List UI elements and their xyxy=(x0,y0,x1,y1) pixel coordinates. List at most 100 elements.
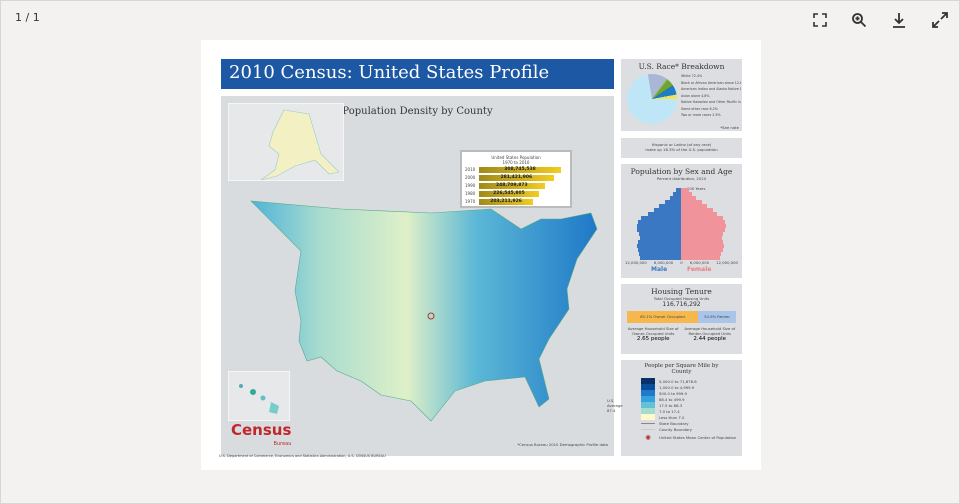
population-bar: 308,745,538 xyxy=(479,166,561,173)
legend-label: 7.0 to 17.4 xyxy=(659,408,680,414)
population-history-box: United States Population 1970 to 2010 20… xyxy=(460,150,572,208)
female-bar xyxy=(681,248,723,252)
legend-swatch xyxy=(641,402,655,408)
female-bar xyxy=(681,196,697,200)
male-bar xyxy=(653,208,681,212)
legend-center-of-population: United States Mean Center of Population xyxy=(659,434,737,440)
race-pie-chart xyxy=(627,74,677,124)
renter-size: 2.44 people xyxy=(693,336,727,342)
population-box-subtitle: 1970 to 2010 xyxy=(502,160,530,165)
female-bar xyxy=(681,244,724,248)
legend-item: 500.0 to 999.9 xyxy=(641,390,742,396)
renter-occupied-bar: 34.9% Renter Occupied xyxy=(697,311,736,323)
female-label: Female xyxy=(687,266,712,273)
female-bar xyxy=(681,208,713,212)
housing-panel: Housing Tenure Total Occupied Housing Un… xyxy=(621,284,742,354)
female-bar xyxy=(681,236,722,240)
population-bar: 281,421,906 xyxy=(479,174,554,181)
male-bar xyxy=(637,244,681,248)
female-bar xyxy=(681,216,723,220)
fit-page-icon xyxy=(813,13,827,27)
us-average-label: U.S. Average 87.4 xyxy=(607,398,623,413)
alaska-inset xyxy=(228,103,344,181)
race-label: Two or more races 2.9% xyxy=(681,113,721,117)
population-row: 1990 248,709,873 xyxy=(465,182,567,189)
race-label: Some other race 6.2% xyxy=(681,106,718,111)
pyramid-axis-tick: 12,000,000 xyxy=(716,260,738,265)
population-row: 1980 226,545,805 xyxy=(465,190,567,197)
female-bar xyxy=(681,212,718,216)
legend-swatch xyxy=(641,390,655,396)
legend-label: 5,000.0 to 71,678.6 xyxy=(659,378,697,384)
legend-item: 88.4 to 499.9 xyxy=(641,396,742,402)
male-bar xyxy=(670,196,681,200)
legend-title: People per Square Mile by County xyxy=(644,363,719,375)
pyramid-axis-tick: 0 xyxy=(680,260,683,265)
fullscreen-icon xyxy=(932,12,948,28)
pyramid-panel: Population by Sex and Age Percent distri… xyxy=(621,164,742,278)
housing-total: 116,716,292 xyxy=(662,301,701,308)
population-year: 1990 xyxy=(465,183,476,188)
housing-total-label: Total Occupied Housing Units xyxy=(653,296,710,301)
female-bar xyxy=(681,232,723,236)
legend-county-boundary: County Boundary xyxy=(659,426,693,432)
hawaii-inset xyxy=(228,371,290,421)
map-title: Population Density by County xyxy=(342,106,493,117)
male-bar xyxy=(637,228,681,232)
race-label: White 72.4% xyxy=(681,74,703,78)
owner-occupied-bar: 65.1% Owner Occupied xyxy=(627,311,698,323)
hispanic-line2: make up 16.3% of the U.S. population xyxy=(645,147,718,152)
download-button[interactable] xyxy=(888,9,910,31)
renter-size-label: Average Household Size of Renter-Occupie… xyxy=(684,326,736,336)
legend-state-boundary: State Boundary xyxy=(659,420,689,426)
download-icon xyxy=(893,13,905,28)
female-bar xyxy=(681,252,722,256)
housing-title: Housing Tenure xyxy=(651,287,712,296)
male-bar xyxy=(675,188,681,192)
footer-text: U.S. Department of Commerce, Economics a… xyxy=(219,454,386,458)
race-label: American Indian and Alaska Native 0.9% xyxy=(681,87,741,91)
population-box-title: United States Population xyxy=(491,155,541,160)
male-bar xyxy=(638,220,681,224)
male-bar xyxy=(648,212,681,216)
population-year: 1970 xyxy=(465,199,476,204)
legend-label: 1,000.0 to 4,999.9 xyxy=(659,384,695,390)
male-bar xyxy=(641,216,681,220)
race-label: Native Hawaiian and Other Pacific Island… xyxy=(681,100,741,104)
hispanic-panel: Hispanic or Latino (of any race) make up… xyxy=(621,138,742,158)
male-bar xyxy=(664,200,681,204)
male-bar xyxy=(640,256,681,260)
male-label: Male xyxy=(651,266,668,273)
owner-size-label: Average Household Size of Owner-Occupied… xyxy=(627,326,679,336)
female-bar xyxy=(681,240,723,244)
pyramid-axis-tick: 12,000,000 xyxy=(625,260,647,265)
fit-page-button[interactable] xyxy=(809,9,831,31)
race-label: Asian alone 4.8% xyxy=(681,93,710,98)
legend-item: 1,000.0 to 4,999.9 xyxy=(641,384,742,390)
legend-swatch xyxy=(641,378,655,384)
population-row: 2000 281,421,906 xyxy=(465,174,567,181)
density-map: Population Density by County United Stat… xyxy=(221,96,614,456)
pyramid-axis-tick: 6,000,000 xyxy=(653,260,674,265)
male-bar xyxy=(637,224,681,228)
female-bar xyxy=(681,256,721,260)
population-year: 2010 xyxy=(465,167,476,172)
census-bureau-logo: Census Bureau xyxy=(231,421,292,448)
legend-item: 17.5 to 88.3 xyxy=(641,402,742,408)
legend-swatch xyxy=(641,408,655,414)
race-note: *See note xyxy=(720,125,739,130)
population-row: 2010 308,745,538 xyxy=(465,166,567,173)
female-bar xyxy=(681,188,690,192)
credit-note: *Census Bureau 2010 Demographic Profile … xyxy=(517,442,608,447)
pyramid-title: Population by Sex and Age xyxy=(630,167,733,176)
document-title: 2010 Census: United States Profile xyxy=(221,59,614,89)
pyramid-subtitle: Percent distribution, 2010 xyxy=(656,176,707,181)
race-label: Black or African American alone 12.6% xyxy=(681,80,741,85)
pyramid-top-label: 100 Years xyxy=(687,186,706,191)
zoom-in-button[interactable] xyxy=(848,9,870,31)
hispanic-line1: Hispanic or Latino (of any race) xyxy=(651,142,712,147)
male-bar xyxy=(639,232,681,236)
fullscreen-button[interactable] xyxy=(929,9,951,31)
race-panel: U.S. Race* Breakdown White 72.4% Black or… xyxy=(621,59,742,131)
legend-item: Less than 7.0 xyxy=(641,414,742,420)
